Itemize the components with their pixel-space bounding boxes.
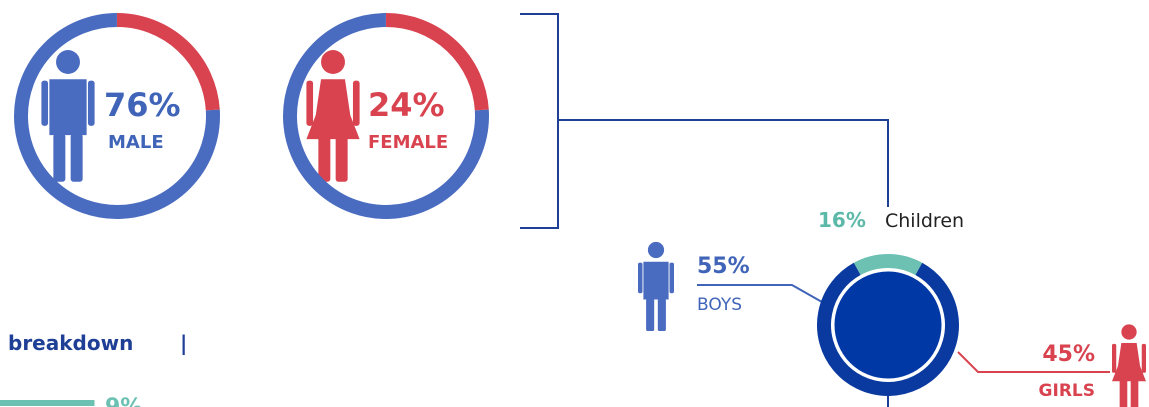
adults-arc xyxy=(817,262,959,396)
boys-pct: 55% xyxy=(697,254,750,279)
children-arc xyxy=(853,254,923,276)
boy-icon-body xyxy=(643,261,669,300)
boy-icon-arm-l xyxy=(638,262,643,294)
girls-pct: 45% xyxy=(1042,342,1095,367)
male-label: MALE xyxy=(108,132,164,153)
girl-icon-leg-l xyxy=(1119,377,1128,407)
separator: | xyxy=(180,331,187,355)
female-arc xyxy=(385,13,489,111)
female-icon-arm-r xyxy=(352,80,360,126)
male-icon-leg-r xyxy=(70,133,83,182)
girl-icon-arm-r xyxy=(1141,343,1146,373)
boy-icon-arm-r xyxy=(669,262,674,294)
children-inner xyxy=(831,268,945,382)
female-label: FEMALE xyxy=(368,132,448,153)
boy-icon-leg-l xyxy=(646,298,655,331)
male-icon-body xyxy=(49,79,87,136)
boy-icon-head xyxy=(647,241,665,259)
male-icon-arm-l xyxy=(41,80,49,126)
male-pct: 76% xyxy=(104,86,181,124)
female-icon-head xyxy=(321,50,345,74)
girl-icon-arm-l xyxy=(1112,343,1117,373)
bracket xyxy=(520,13,559,229)
girl-icon-body xyxy=(1112,343,1146,382)
breakdown-title: breakdown xyxy=(8,331,133,355)
boy-icon-leg-r xyxy=(657,298,666,331)
female-icon-leg-r xyxy=(335,133,348,182)
male-icon-leg-l xyxy=(53,133,66,182)
girls-label: GIRLS xyxy=(1039,381,1095,401)
children-label: Children xyxy=(885,210,964,232)
male-icon-head xyxy=(56,50,80,74)
female-icon-leg-l xyxy=(318,133,331,182)
breakdown-pct: 9% xyxy=(105,395,142,407)
female-arc xyxy=(116,13,220,111)
connector xyxy=(558,119,889,207)
male-icon-arm-r xyxy=(87,80,95,126)
children-pct: 16% xyxy=(818,208,866,232)
female-icon-body xyxy=(306,79,360,140)
connectors xyxy=(520,13,889,407)
female-icon-arm-l xyxy=(306,80,314,126)
girls-connector xyxy=(957,351,1110,373)
boys-label: BOYS xyxy=(697,295,742,315)
male-arc xyxy=(283,13,489,219)
female-pct: 24% xyxy=(368,86,445,124)
male-arc xyxy=(14,13,220,219)
girl-icon-leg-r xyxy=(1130,377,1139,407)
breakdown-bar xyxy=(0,400,95,406)
girl-icon-head xyxy=(1121,324,1137,340)
boys-connector xyxy=(697,284,823,303)
